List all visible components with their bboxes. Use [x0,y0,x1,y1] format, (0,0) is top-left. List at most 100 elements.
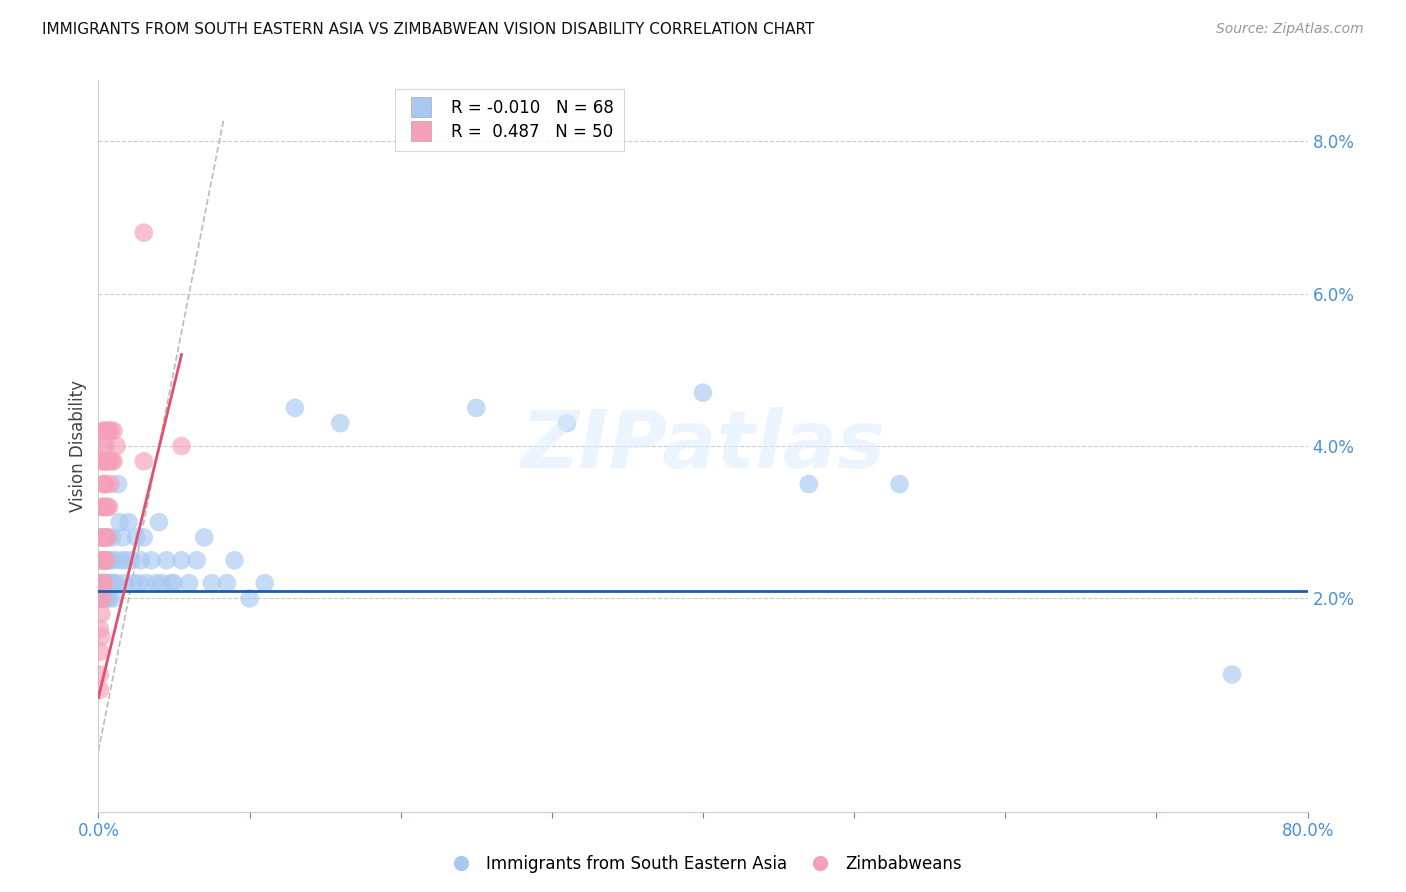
Point [98,424,121,438]
Point [100,477,122,491]
Legend: R = -0.010   N = 68, R =  0.487   N = 50: R = -0.010 N = 68, R = 0.487 N = 50 [395,88,624,152]
Point [122,576,145,591]
Point [201,576,224,591]
Point [215,576,238,591]
Point [111,530,134,544]
Point [96,530,118,544]
Point [98,454,121,468]
Point [91,553,114,567]
Point [101,454,124,468]
Point [90,500,112,514]
Point [103,424,125,438]
Y-axis label: Vision Disability: Vision Disability [69,380,87,512]
Point [90,576,112,591]
Point [125,530,148,544]
Point [90,530,112,544]
Point [253,576,276,591]
Point [179,576,201,591]
Point [93,576,115,591]
Point [90,553,112,567]
Point [91,500,114,514]
Point [93,553,115,567]
Point [91,576,114,591]
Point [91,576,114,591]
Point [96,454,118,468]
Point [101,530,124,544]
Point [94,553,117,567]
Point [141,553,163,567]
Point [94,477,117,491]
Point [160,576,183,591]
Legend: Immigrants from South Eastern Asia, Zimbabweans: Immigrants from South Eastern Asia, Zimb… [437,848,969,880]
Point [89,645,111,659]
Text: ZIPatlas: ZIPatlas [520,407,886,485]
Point [103,454,125,468]
Point [98,591,121,606]
Point [93,424,115,438]
Point [193,530,215,544]
Point [329,416,352,430]
Point [101,576,124,591]
Point [135,576,157,591]
Point [1220,667,1243,681]
Point [93,454,115,468]
Point [103,591,125,606]
Point [93,477,115,491]
Point [94,530,117,544]
Text: Source: ZipAtlas.com: Source: ZipAtlas.com [1216,22,1364,37]
Point [107,477,129,491]
Point [89,576,111,591]
Point [91,439,114,453]
Point [96,576,118,591]
Point [94,576,117,591]
Point [93,530,115,544]
Point [114,553,136,567]
Point [132,530,155,544]
Point [121,553,143,567]
Point [239,591,262,606]
Point [105,576,128,591]
Point [91,553,114,567]
Point [186,553,208,567]
Point [91,591,114,606]
Point [112,576,135,591]
Point [889,477,911,491]
Point [91,530,114,544]
Point [163,576,186,591]
Point [224,553,246,567]
Point [91,477,114,491]
Point [90,591,112,606]
Point [108,515,131,529]
Point [103,576,125,591]
Point [96,553,118,567]
Point [94,591,117,606]
Point [100,424,122,438]
Point [692,385,714,400]
Point [284,401,307,415]
Point [465,401,488,415]
Point [110,553,132,567]
Point [129,553,152,567]
Point [145,576,167,591]
Point [100,576,122,591]
Point [91,454,114,468]
Point [105,439,128,453]
Point [555,416,578,430]
Point [93,530,115,544]
Point [90,454,112,468]
Point [155,553,177,567]
Point [170,439,193,453]
Point [94,500,117,514]
Point [93,576,115,591]
Point [89,667,111,681]
Point [128,576,150,591]
Point [94,439,117,453]
Point [118,515,141,529]
Point [104,553,127,567]
Point [98,576,121,591]
Point [98,553,121,567]
Point [170,553,193,567]
Point [96,591,118,606]
Point [150,576,173,591]
Point [93,500,115,514]
